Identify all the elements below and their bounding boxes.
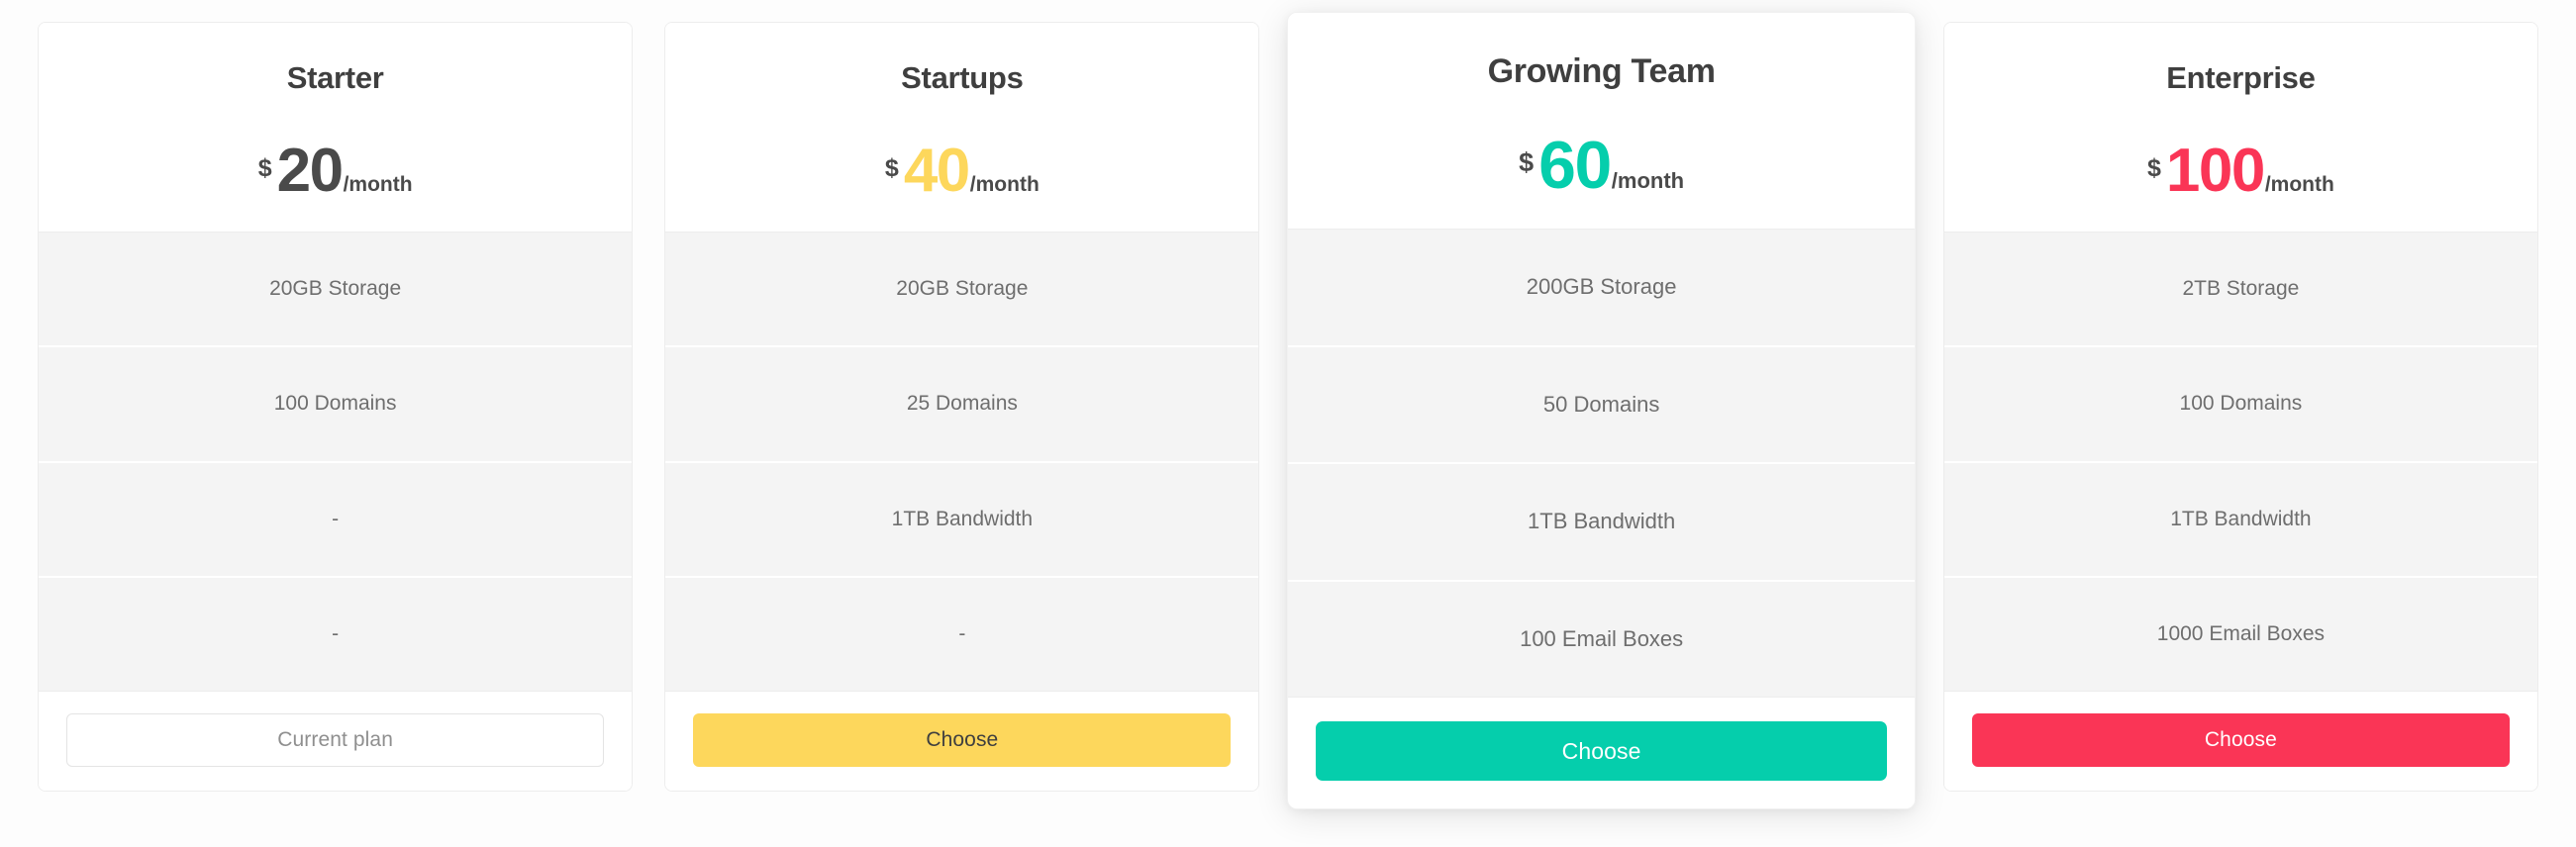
- feature-row: 100 Domains: [39, 347, 633, 463]
- plan-title: Enterprise: [2166, 60, 2316, 95]
- plan-card-growing-team[interactable]: Growing Team $60/month 200GB Storage 50 Dom…: [1287, 12, 1916, 809]
- plan-price: $100/month: [1944, 141, 2537, 232]
- plan-footer: Choose: [665, 691, 1259, 791]
- plan-price: $20/month: [39, 141, 632, 232]
- feature-row: 200GB Storage: [1288, 230, 1915, 347]
- plan-header-starter: Starter $20/month: [39, 23, 633, 232]
- currency-symbol: $: [884, 154, 899, 182]
- plan-footer: Current plan: [39, 691, 633, 791]
- plan-feature-list: 2TB Storage 100 Domains 1TB Bandwidth 1000 …: [1943, 232, 2538, 691]
- currency-symbol: $: [1519, 147, 1535, 177]
- plan-price: $60/month: [1288, 132, 1914, 229]
- plan-card-starter[interactable]: Starter $20/month 20GB Storage 100 Domains -…: [38, 22, 634, 792]
- price-period: /month: [969, 173, 1040, 196]
- plan-footer: Choose: [1943, 691, 2538, 791]
- plan-card-enterprise[interactable]: Enterprise $100/month 2TB Storage 100 Domai…: [1942, 22, 2539, 792]
- current-plan-button[interactable]: Current plan: [66, 713, 605, 767]
- plan-title: Growing Team: [1487, 52, 1716, 90]
- plan-card-startups[interactable]: Startups $40/month 20GB Storage 25 Domains 1…: [664, 22, 1260, 792]
- feature-row: 1TB Bandwidth: [1943, 463, 2538, 578]
- plan-price: $40/month: [665, 141, 1258, 232]
- price-amount: 100: [2165, 137, 2265, 205]
- feature-row: 1000 Email Boxes: [2156, 621, 2326, 645]
- feature-row: 2TB Storage: [1943, 233, 2538, 348]
- currency-symbol: $: [257, 154, 272, 182]
- feature-row: 100 Domains: [1943, 347, 2538, 463]
- plan-feature-list: 20GB Storage 100 Domains - -: [39, 232, 633, 691]
- plan-title: Starter: [286, 60, 384, 95]
- plan-footer: Choose: [1288, 697, 1915, 808]
- plan-title: Startups: [901, 60, 1024, 95]
- choose-button-growing-team[interactable]: Choose: [1316, 721, 1887, 781]
- plan-header-enterprise: Enterprise $100/month: [1943, 23, 2538, 232]
- choose-button-startups[interactable]: Choose: [693, 713, 1232, 767]
- choose-button-enterprise[interactable]: Choose: [1971, 713, 2511, 767]
- price-amount: 20: [276, 137, 344, 205]
- currency-symbol: $: [2146, 154, 2161, 182]
- plan-feature-list: 20GB Storage 25 Domains 1TB Bandwidth -: [665, 232, 1259, 691]
- plan-header-growing-team: Growing Team $60/month: [1288, 13, 1915, 229]
- feature-row: 100 Email Boxes: [1520, 625, 1684, 651]
- price-period: /month: [343, 173, 413, 196]
- feature-row: 50 Domains: [1288, 347, 1915, 464]
- price-period: /month: [2264, 173, 2334, 196]
- plan-feature-list: 200GB Storage 50 Domains 1TB Bandwidth 100 …: [1288, 229, 1915, 697]
- feature-row: -: [332, 621, 340, 645]
- feature-row: -: [958, 621, 966, 645]
- feature-row: 20GB Storage: [39, 233, 633, 348]
- feature-row: 20GB Storage: [665, 233, 1259, 348]
- price-period: /month: [1611, 168, 1685, 193]
- feature-row: 1TB Bandwidth: [1288, 464, 1915, 582]
- plan-header-startups: Startups $40/month: [665, 23, 1259, 232]
- feature-row: -: [39, 463, 633, 578]
- price-amount: 40: [903, 137, 970, 205]
- price-amount: 60: [1538, 128, 1612, 203]
- feature-row: 25 Domains: [665, 347, 1259, 463]
- feature-row: 1TB Bandwidth: [665, 463, 1259, 578]
